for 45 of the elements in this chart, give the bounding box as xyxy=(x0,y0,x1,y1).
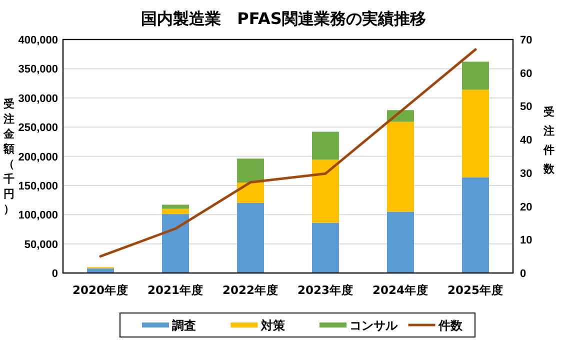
y2-axis-title: 受注件数 xyxy=(544,106,554,176)
y2-tick-label: 70 xyxy=(520,34,532,46)
bar xyxy=(237,182,264,203)
bar xyxy=(162,214,189,273)
legend-label: 調査 xyxy=(171,318,196,332)
y2-tick-label: 50 xyxy=(520,101,532,114)
bar xyxy=(312,222,339,273)
y-tick-label: 200,000 xyxy=(18,151,58,164)
bar xyxy=(462,177,489,273)
legend-label: コンサル xyxy=(350,318,398,332)
y2-tick-label: 20 xyxy=(520,201,532,214)
y2-tick-label: 0 xyxy=(520,268,526,280)
bar xyxy=(237,158,264,183)
bar xyxy=(162,208,189,214)
legend-label: 件数 xyxy=(437,318,464,332)
x-tick-label: 2020年度 xyxy=(72,283,129,297)
bar xyxy=(312,160,339,223)
y-tick-label: 50,000 xyxy=(24,238,58,251)
x-tick-label: 2024年度 xyxy=(372,283,429,297)
bar xyxy=(162,204,189,209)
y-tick-label: 250,000 xyxy=(18,122,58,134)
y-tick-label: 350,000 xyxy=(18,64,58,76)
x-tick-label: 2022年度 xyxy=(222,283,279,297)
legend-label: 対策 xyxy=(260,318,286,332)
y-tick-label: 400,000 xyxy=(18,34,58,46)
x-tick-label: 2021年度 xyxy=(147,283,204,297)
x-tick-label: 2023年度 xyxy=(297,283,354,297)
chart-title: 国内製造業 PFAS関連業務の実績推移 xyxy=(141,9,426,28)
y-tick-label: 0 xyxy=(52,268,58,280)
bar xyxy=(462,62,489,90)
line-series xyxy=(99,48,477,258)
y-tick-label: 150,000 xyxy=(18,180,58,192)
bar xyxy=(462,90,489,178)
bar xyxy=(237,202,264,273)
bar xyxy=(387,212,414,273)
y-axis-title: 受注金額（千円） xyxy=(4,98,14,216)
y2-tick-label: 10 xyxy=(520,234,532,247)
y-tick-label: 300,000 xyxy=(18,92,58,105)
bar xyxy=(387,122,414,212)
y-tick-label: 100,000 xyxy=(18,210,58,222)
x-tick-label: 2025年度 xyxy=(447,283,504,297)
y2-tick-label: 60 xyxy=(520,68,532,80)
y2-tick-label: 40 xyxy=(520,134,532,147)
y2-tick-label: 30 xyxy=(520,168,532,180)
bar xyxy=(312,132,339,160)
